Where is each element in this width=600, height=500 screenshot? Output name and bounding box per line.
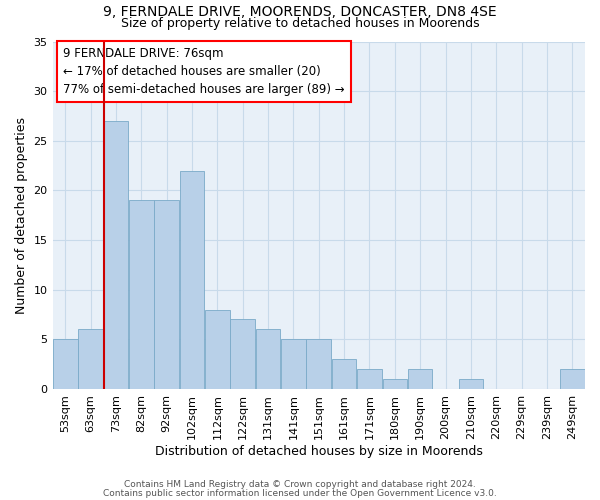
Bar [53,340,77,389]
Bar [256,330,280,389]
Text: 9 FERNDALE DRIVE: 76sqm
← 17% of detached houses are smaller (20)
77% of semi-de: 9 FERNDALE DRIVE: 76sqm ← 17% of detache… [63,46,345,96]
Bar [357,369,382,389]
Bar [104,121,128,389]
Bar [408,369,433,389]
Bar [78,330,103,389]
X-axis label: Distribution of detached houses by size in Moorends: Distribution of detached houses by size … [155,444,483,458]
Text: Contains public sector information licensed under the Open Government Licence v3: Contains public sector information licen… [103,488,497,498]
Bar [307,340,331,389]
Bar [205,310,230,389]
Text: 9, FERNDALE DRIVE, MOORENDS, DONCASTER, DN8 4SE: 9, FERNDALE DRIVE, MOORENDS, DONCASTER, … [103,5,497,19]
Bar [129,200,154,389]
Bar [383,379,407,389]
Bar [154,200,179,389]
Bar [332,359,356,389]
Bar [458,379,483,389]
Y-axis label: Number of detached properties: Number of detached properties [15,116,28,314]
Bar [560,369,584,389]
Bar [179,170,204,389]
Text: Size of property relative to detached houses in Moorends: Size of property relative to detached ho… [121,18,479,30]
Bar [230,320,255,389]
Text: Contains HM Land Registry data © Crown copyright and database right 2024.: Contains HM Land Registry data © Crown c… [124,480,476,489]
Bar [281,340,306,389]
